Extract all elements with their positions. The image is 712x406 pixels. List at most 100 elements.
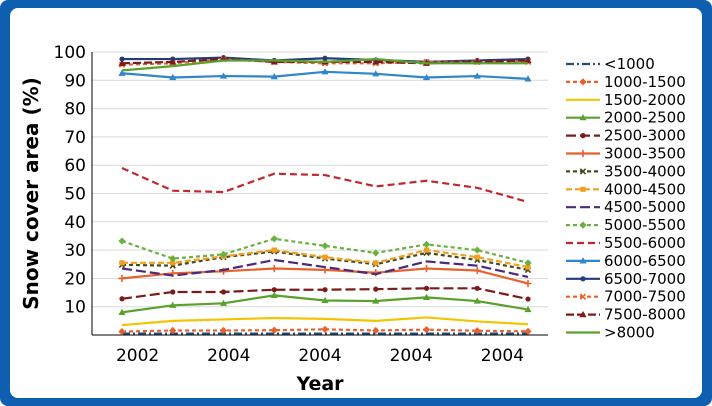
data-point — [270, 264, 278, 273]
data-point — [322, 287, 328, 293]
series-line — [121, 258, 529, 279]
data-point — [219, 72, 228, 79]
series-6000-6500 — [118, 68, 532, 82]
data-point — [422, 264, 431, 273]
legend-item: 3500-4000 — [566, 162, 686, 180]
data-point — [372, 58, 380, 65]
series-3000-3500 — [118, 264, 532, 288]
series-line — [122, 248, 529, 269]
data-point — [579, 221, 587, 229]
data-point — [580, 276, 586, 282]
data-point — [422, 240, 431, 249]
y-tick-label: 90 — [64, 71, 86, 91]
x-tick-label: 2004 — [207, 346, 250, 366]
y-tick-label: 70 — [64, 128, 86, 148]
data-point — [118, 328, 126, 336]
data-point — [524, 75, 532, 82]
y-tick-label: 80 — [64, 100, 86, 120]
data-point — [220, 289, 227, 295]
x-axis-label: Year — [295, 373, 344, 395]
legend-item: >8000 — [566, 324, 655, 342]
data-point — [372, 70, 380, 77]
data-point — [118, 69, 126, 76]
data-point — [579, 257, 587, 264]
legend-label: 2500-3000 — [604, 127, 686, 145]
data-point — [524, 259, 532, 267]
data-point — [118, 237, 126, 245]
series-2000-2500 — [118, 291, 532, 315]
data-point — [473, 246, 481, 254]
data-point — [169, 326, 177, 335]
data-point — [525, 264, 531, 270]
y-axis-label: Snow cover area (%) — [19, 77, 43, 310]
data-point — [579, 311, 587, 318]
data-point — [372, 249, 380, 257]
data-point — [321, 68, 329, 75]
data-point — [579, 293, 587, 300]
data-point — [118, 274, 126, 282]
data-point — [579, 149, 587, 158]
series-1000-1500 — [118, 325, 532, 336]
x-axis-ticks: 2002 2004 2004 2004 2004 — [116, 346, 524, 366]
y-tick-label: 30 — [64, 241, 86, 261]
legend-item: 5000-5500 — [566, 216, 686, 234]
x-tick-label: 2002 — [116, 346, 159, 366]
data-point — [321, 242, 329, 250]
data-point — [524, 56, 532, 64]
data-point — [372, 297, 380, 304]
data-point — [322, 254, 328, 260]
legend-label: 5500-6000 — [604, 234, 686, 252]
data-point — [524, 279, 532, 288]
data-point — [473, 72, 481, 79]
data-point — [525, 296, 531, 302]
legend-label: 5000-5500 — [604, 216, 686, 234]
legend-label: 4500-5000 — [604, 198, 686, 216]
legend-label: 7000-7500 — [604, 288, 686, 306]
data-point — [372, 326, 380, 335]
data-point — [119, 260, 125, 266]
legend: <10001000-15001500-20002000-25002500-300… — [566, 55, 686, 342]
series-line — [121, 167, 529, 204]
data-point — [169, 301, 177, 308]
y-tick-label: 10 — [64, 298, 86, 318]
data-point — [270, 291, 278, 298]
data-point — [219, 299, 228, 306]
legend-label: 7500-8000 — [604, 306, 686, 324]
data-point — [423, 285, 430, 291]
data-point — [422, 326, 431, 334]
legend-label: <1000 — [604, 55, 655, 73]
data-point — [580, 133, 586, 139]
legend-label: 6000-6500 — [604, 252, 686, 270]
data-point — [270, 235, 278, 243]
y-tick-label: 60 — [64, 156, 86, 176]
data-point — [119, 296, 125, 302]
legend-item: 1500-2000 — [566, 91, 686, 109]
legend-item: 1000-1500 — [566, 73, 686, 91]
legend-item: 4000-4500 — [566, 180, 686, 198]
data-point — [322, 55, 328, 61]
legend-item: 4500-5000 — [566, 198, 686, 216]
series-4500-5000 — [121, 258, 529, 279]
legend-label: 6500-7000 — [604, 270, 686, 288]
data-point — [169, 58, 177, 65]
x-tick-label: 2004 — [298, 346, 341, 366]
data-point — [423, 247, 430, 253]
data-point — [474, 254, 480, 260]
data-point — [321, 325, 329, 333]
legend-item: 7000-7500 — [566, 288, 686, 306]
legend-label: 3500-4000 — [604, 162, 686, 180]
legend-item: 7500-8000 — [566, 306, 686, 324]
data-point — [473, 266, 481, 275]
y-tick-label: 100 — [54, 43, 86, 63]
series-line — [121, 57, 528, 72]
data-point — [579, 114, 587, 121]
data-point — [119, 56, 125, 62]
data-point — [321, 296, 329, 304]
legend-item: 5500-6000 — [566, 234, 686, 252]
data-point — [219, 326, 228, 335]
legend-item: 6000-6500 — [566, 252, 686, 270]
data-point — [169, 73, 177, 81]
series-5000-5500 — [118, 235, 532, 267]
data-point — [473, 297, 481, 304]
data-point — [579, 78, 587, 86]
